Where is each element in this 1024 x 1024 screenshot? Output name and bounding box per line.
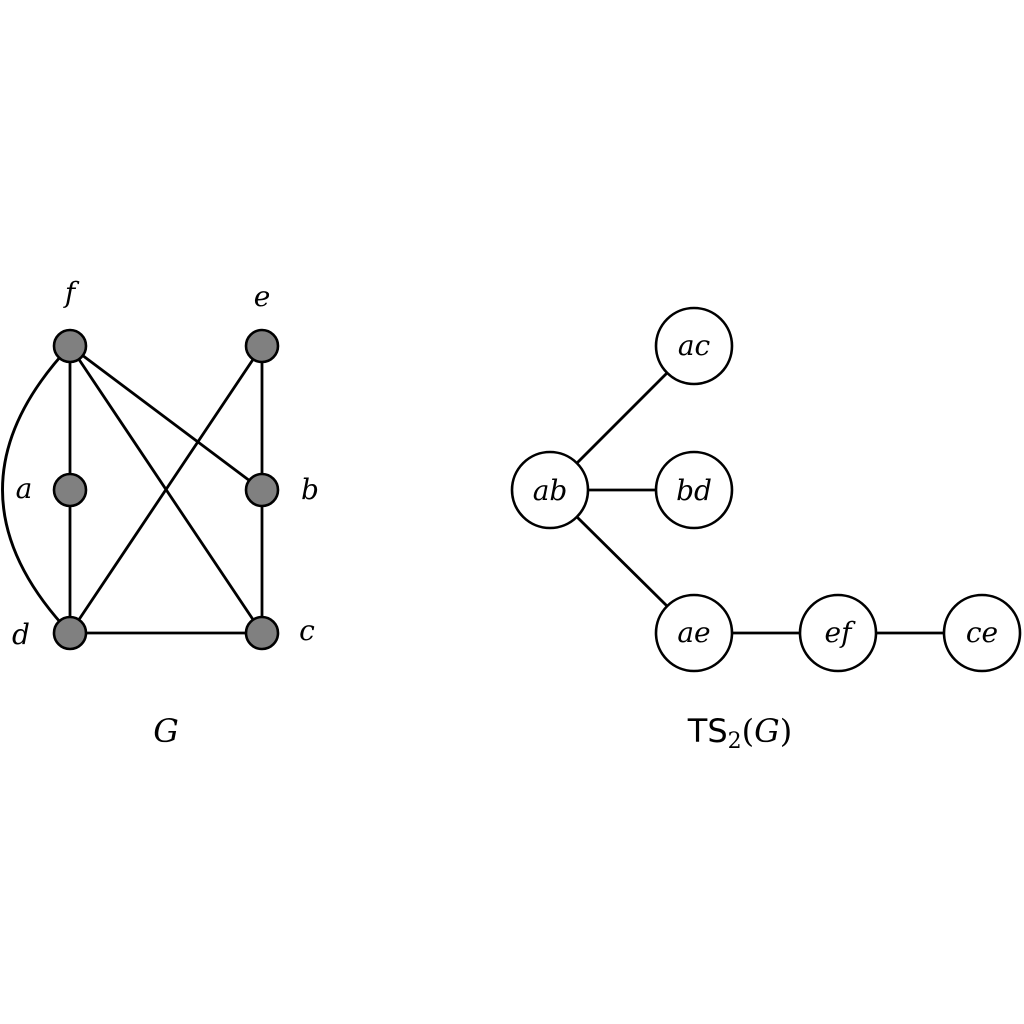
vertex-label-c: c [299,614,315,647]
ts-vertex-label-bd: bd [676,474,712,507]
ts-vertex-bd [654,450,734,530]
graph-ts-labels: ac ab bd ae ef ce [533,329,998,649]
graph-g: f e a b d c G [1,276,319,750]
edge-ab-ac [576,372,668,464]
edge-ab-ae [576,516,668,607]
graph-g-vertices [52,328,280,651]
vertex-c [244,615,280,651]
vertex-a [52,472,88,508]
ts-caption-arg: G [754,712,780,750]
graph-ts: ac ab bd ae ef ce TS2(G) [510,306,1022,754]
vertex-label-e: e [254,280,271,313]
graph-ts-vertices [510,306,1022,673]
vertex-label-b: b [301,473,319,506]
graph-g-labels: f e a b d c [12,276,319,651]
graph-ts-caption: TS2(G) [687,712,792,754]
vertex-label-d: d [12,618,30,651]
vertex-d [52,615,88,651]
graph-g-caption: G [153,712,179,750]
ts-vertex-ae [654,593,734,673]
edge-f-d [1,345,72,634]
vertex-b [244,472,280,508]
edge-f-b [69,344,263,492]
ts-caption-subscript: 2 [728,729,742,754]
ts-caption-open: ( [742,712,754,750]
ts-caption-prefix: TS [687,712,728,750]
ts-vertex-ef [798,593,878,673]
ts-vertex-label-ef: ef [825,616,857,649]
vertex-label-a: a [16,472,33,505]
graph-g-edges [1,344,264,635]
graph-ts-edges [576,372,944,635]
ts-vertex-label-ac: ac [678,329,711,362]
ts-vertex-ce [942,593,1022,673]
edge-e-d [68,345,264,634]
ts-vertex-ac [654,306,734,386]
ts-vertex-label-ce: ce [966,616,998,649]
vertex-f [52,328,88,364]
vertex-e [244,328,280,364]
ts-vertex-label-ae: ae [677,616,710,649]
ts-caption-close: ) [780,712,792,750]
ts-vertex-label-ab: ab [533,474,568,507]
vertex-label-f: f [63,276,80,309]
ts-vertex-ab [510,450,590,530]
